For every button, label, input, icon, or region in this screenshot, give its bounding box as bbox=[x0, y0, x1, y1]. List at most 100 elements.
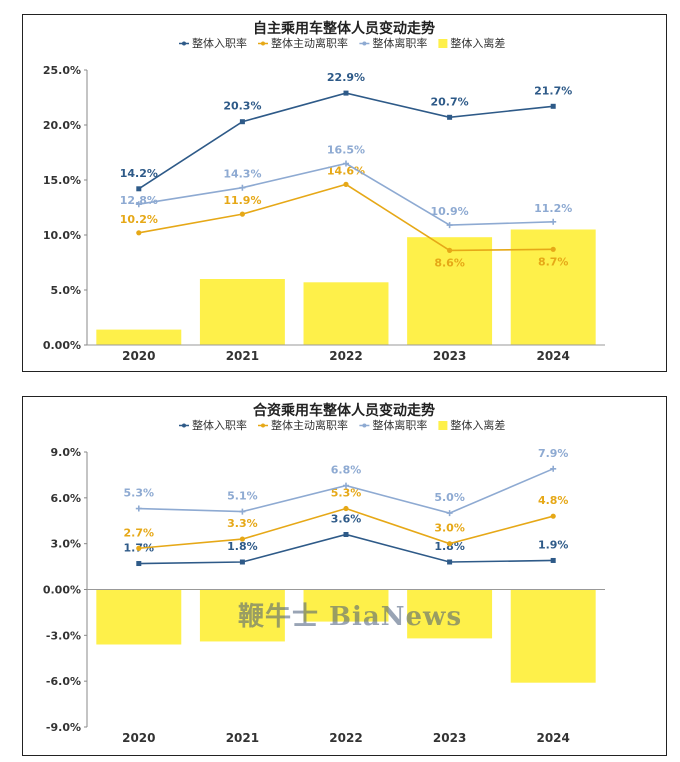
line-point bbox=[550, 246, 556, 252]
line-point bbox=[447, 541, 453, 547]
line-point bbox=[343, 160, 349, 167]
legend-item: 整体主动离职率 bbox=[258, 418, 348, 432]
y-tick-label: -9.0% bbox=[46, 721, 81, 734]
line-point bbox=[136, 545, 142, 551]
bar-net-difference bbox=[199, 589, 285, 642]
chart-panel-joint-venture: 合资乘用车整体人员变动走势 整体入职率 整体主动离职率 整体离职率 整体入离差 -9.0%… bbox=[22, 396, 667, 756]
legend-item: 整体入职率 bbox=[179, 36, 247, 50]
legend-label: 整体入职率 bbox=[192, 418, 247, 432]
data-label: 10.2% bbox=[120, 213, 158, 226]
legend-marker bbox=[261, 423, 265, 428]
x-tick-label: 2023 bbox=[433, 349, 466, 363]
legend-item: 整体入离差 bbox=[438, 418, 505, 432]
data-label: 12.8% bbox=[120, 194, 158, 207]
line-point bbox=[135, 201, 142, 208]
legend-label: 整体入职率 bbox=[192, 36, 247, 50]
data-label: 1.8% bbox=[434, 540, 465, 553]
legend-marker bbox=[261, 41, 265, 46]
data-label: 7.9% bbox=[538, 447, 569, 460]
line-point bbox=[135, 505, 142, 512]
line-point bbox=[343, 505, 349, 512]
bar-net-difference bbox=[407, 237, 493, 345]
line-point bbox=[447, 247, 453, 253]
line-point bbox=[447, 559, 453, 565]
y-tick-label: 25.0% bbox=[43, 64, 81, 77]
legend-swatch bbox=[438, 39, 448, 48]
bar-net-difference bbox=[303, 282, 389, 345]
line-point bbox=[550, 557, 556, 563]
legend-item: 整体离职率 bbox=[359, 36, 427, 50]
y-tick-label: 9.0% bbox=[50, 446, 81, 459]
data-label: 3.3% bbox=[227, 517, 258, 530]
data-label: 6.8% bbox=[331, 464, 362, 477]
bar-net-difference bbox=[510, 589, 596, 683]
x-tick-label: 2020 bbox=[122, 349, 155, 363]
y-tick-label: 3.0% bbox=[50, 538, 81, 551]
data-label: 5.3% bbox=[331, 487, 362, 500]
data-label: 20.7% bbox=[431, 95, 469, 108]
legend-item: 整体主动离职率 bbox=[258, 36, 348, 50]
data-label: 5.1% bbox=[227, 490, 258, 503]
watermark-text: 鞭牛士 BiaNews bbox=[238, 602, 463, 632]
line-point bbox=[343, 482, 349, 489]
data-label: 14.6% bbox=[327, 164, 365, 177]
data-label: 3.0% bbox=[434, 522, 465, 535]
bar-net-difference bbox=[199, 279, 285, 345]
data-label: 11.2% bbox=[534, 202, 572, 215]
x-tick-label: 2021 bbox=[226, 731, 259, 745]
line-point bbox=[446, 222, 453, 229]
x-tick-label: 2023 bbox=[433, 731, 466, 745]
y-tick-label: 15.0% bbox=[43, 174, 81, 187]
line-point bbox=[550, 465, 557, 472]
line-point bbox=[239, 211, 245, 217]
data-label: 5.3% bbox=[124, 487, 155, 500]
data-label: 11.9% bbox=[223, 194, 261, 207]
chart-title: 合资乘用车整体人员变动走势 bbox=[253, 402, 435, 419]
line-point bbox=[343, 532, 349, 537]
x-tick-label: 2022 bbox=[329, 349, 362, 363]
line-point bbox=[239, 508, 246, 515]
legend-marker bbox=[182, 423, 186, 428]
bar-net-difference bbox=[96, 329, 182, 345]
y-tick-label: -3.0% bbox=[46, 629, 81, 642]
data-label: 3.6% bbox=[331, 513, 362, 526]
bar-net-difference bbox=[303, 589, 389, 622]
line-point bbox=[446, 510, 453, 517]
data-label: 14.2% bbox=[120, 167, 158, 180]
legend-label: 整体入离差 bbox=[450, 36, 505, 50]
legend-label: 整体离职率 bbox=[372, 36, 427, 50]
data-label: 8.6% bbox=[434, 256, 465, 269]
x-tick-label: 2022 bbox=[329, 731, 362, 745]
y-tick-label: 20.0% bbox=[43, 119, 81, 132]
line-point bbox=[239, 559, 245, 565]
line-point bbox=[136, 186, 142, 192]
bar-net-difference bbox=[96, 589, 182, 645]
line-point bbox=[550, 218, 557, 225]
data-label: 14.3% bbox=[223, 168, 261, 181]
legend-label: 整体入离差 bbox=[450, 418, 505, 432]
legend-item: 整体入职率 bbox=[179, 418, 247, 432]
data-label: 16.5% bbox=[327, 144, 365, 157]
line-point bbox=[239, 184, 246, 191]
data-label: 4.8% bbox=[538, 494, 569, 507]
data-label: 22.9% bbox=[327, 71, 365, 84]
line-point bbox=[343, 181, 349, 187]
legend-marker bbox=[362, 423, 367, 428]
legend-swatch bbox=[438, 421, 448, 430]
data-label: 10.9% bbox=[431, 205, 469, 218]
y-tick-label: -6.0% bbox=[46, 675, 81, 688]
x-tick-label: 2024 bbox=[536, 349, 569, 363]
line-point bbox=[239, 119, 245, 125]
legend-label: 整体主动离职率 bbox=[271, 36, 348, 50]
line-series bbox=[138, 533, 554, 565]
y-tick-label: 5.0% bbox=[50, 284, 81, 297]
data-label: 1.8% bbox=[227, 540, 258, 553]
data-label: 20.3% bbox=[223, 100, 261, 113]
line-point bbox=[239, 536, 245, 542]
line-point bbox=[550, 103, 556, 109]
chart-title: 自主乘用车整体人员变动走势 bbox=[253, 20, 435, 37]
legend-label: 整体离职率 bbox=[372, 418, 427, 432]
bar-net-difference bbox=[407, 589, 493, 639]
